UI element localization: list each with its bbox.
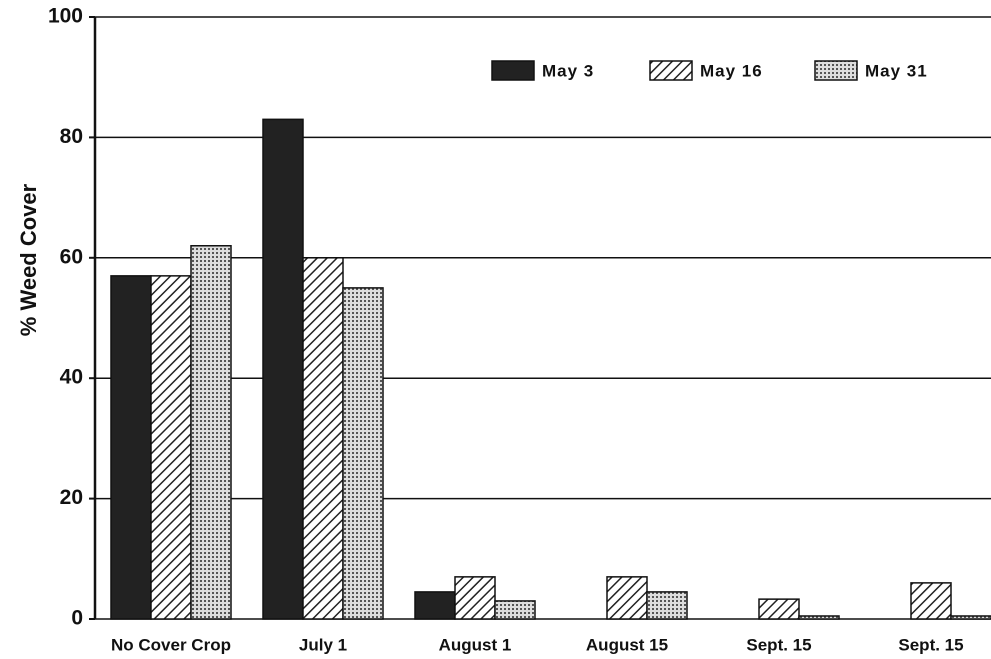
legend-label: May 16 <box>700 61 763 80</box>
bar <box>190 245 232 620</box>
bar <box>302 257 344 620</box>
y-axis-label: % Weed Cover <box>16 183 41 336</box>
bar <box>110 275 152 620</box>
bar <box>262 118 304 620</box>
legend-swatch <box>649 60 693 81</box>
bar <box>798 615 840 620</box>
bar <box>758 598 800 620</box>
bar <box>454 576 496 620</box>
y-tick-label: 40 <box>60 366 83 389</box>
x-tick-label: August 15 <box>586 635 668 654</box>
bar <box>950 615 991 620</box>
bar <box>494 600 536 620</box>
bar <box>150 275 192 620</box>
y-tick-label: 20 <box>60 486 83 509</box>
bar <box>646 591 688 620</box>
x-tick-label: Sept. 15 <box>746 635 811 654</box>
legend-label: May 3 <box>542 61 594 80</box>
y-tick-label: 0 <box>71 607 83 630</box>
legend-swatch <box>491 60 535 81</box>
legend-label: May 31 <box>865 61 928 80</box>
x-tick-label: July 1 <box>299 635 347 654</box>
bar <box>342 287 384 620</box>
legend-swatch <box>814 60 858 81</box>
bar <box>414 591 456 620</box>
y-tick-label: 60 <box>60 245 83 268</box>
y-tick-label: 80 <box>60 125 83 148</box>
bar <box>606 576 648 620</box>
y-tick-label: 100 <box>48 5 83 28</box>
x-tick-label: No Cover Crop <box>111 635 231 654</box>
x-tick-label: Sept. 15 <box>898 635 963 654</box>
bar <box>910 582 952 620</box>
x-tick-label: August 1 <box>439 635 512 654</box>
